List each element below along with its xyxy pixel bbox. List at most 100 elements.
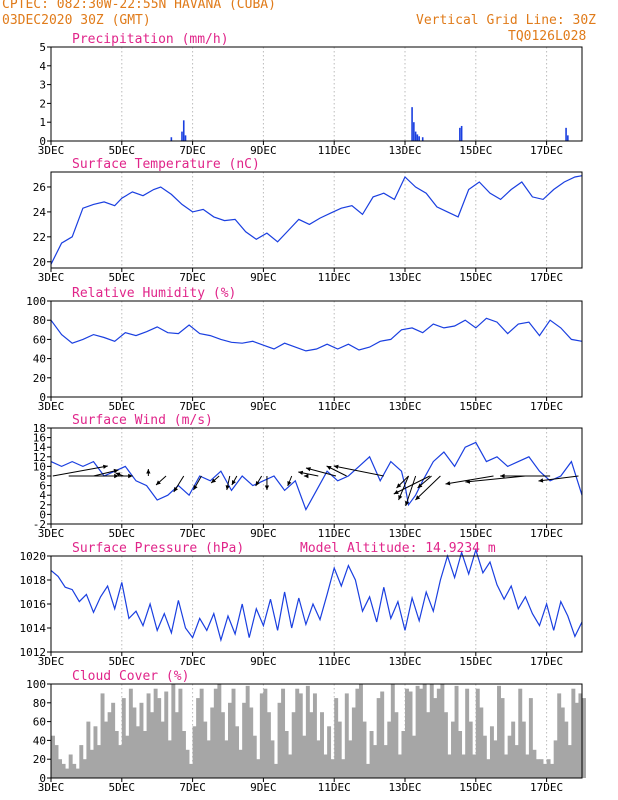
panel-4-x-tick-label: 15DEC <box>459 527 492 540</box>
panel-4-y-tick-label: 0 <box>39 508 46 521</box>
panel-6-cloud-bar <box>387 721 392 778</box>
panel-6-x-tick-label: 5DEC <box>109 781 136 794</box>
panel-4-wind-arrowhead <box>500 473 505 479</box>
panel-6-cloud-bar <box>557 693 562 778</box>
panel-6-y-tick-label: 20 <box>33 753 46 766</box>
panel-5-y-tick-label: 1020 <box>20 550 47 563</box>
panel-6-cloud-bar <box>189 763 193 778</box>
panel-3-frame <box>50 300 583 398</box>
panel-4-y-tick-label: -2 <box>33 518 46 531</box>
panel-4-x-tick-label: 9DEC <box>250 527 277 540</box>
panel-4-wind-arrowhead <box>303 473 309 479</box>
panel-3-y-tick-label: 100 <box>26 295 46 308</box>
panel-6-cloud-bar <box>486 759 491 778</box>
panel-6-x-tick-label: 15DEC <box>459 781 492 794</box>
panel-6-cloud-bar <box>334 698 339 778</box>
panel-6-cloud-bar <box>320 712 324 778</box>
panel-1-bar <box>411 107 413 141</box>
panel-4-wind-arrow <box>52 465 108 477</box>
panel-6-cloud-bar <box>196 698 201 778</box>
panel-6-cloud-bar <box>366 763 370 778</box>
panel-3-x-tick-label: 9DEC <box>250 400 277 413</box>
panel-6-cloud-bar <box>451 721 455 778</box>
panel-4-wind-arrowhead <box>146 469 151 474</box>
panel-6-cloud-bar <box>252 735 257 778</box>
panel-2-y-tick-label: 20 <box>33 256 46 269</box>
panel-3-title: Relative Humidity (%) <box>72 286 236 301</box>
panel-1-bar <box>413 122 415 141</box>
panel-4-y-tick-label: 18 <box>33 422 46 435</box>
panel-6-cloud-bar <box>443 712 448 778</box>
panel-4-wind-arrowhead <box>255 481 260 486</box>
panel-6-cloud-bar <box>309 712 314 778</box>
panel-6-cloud-bar <box>528 698 533 778</box>
panel-6-cloud-bar <box>185 749 190 778</box>
panel-6-cloud-bar <box>143 731 147 778</box>
panel-6-cloud-bar <box>433 698 438 778</box>
panel-4-wind-arrowhead <box>128 473 133 479</box>
panel-6-cloud-bar <box>397 754 402 778</box>
panel-2-series-line <box>50 175 583 265</box>
panel-6-cloud-bar <box>408 691 413 778</box>
panel-6-x-tick-label: 11DEC <box>318 781 351 794</box>
panel-4-wind-arrow <box>415 475 441 501</box>
panel-6-cloud-bar <box>348 740 353 778</box>
panel-5-y-tick-label: 1014 <box>20 622 47 635</box>
panel-6-x-tick-label: 7DEC <box>179 781 206 794</box>
panel-6-cloud-bar <box>553 740 558 778</box>
panel-2-x-tick-label: 13DEC <box>388 271 421 284</box>
panel-4-y-tick-label: 8 <box>39 470 46 483</box>
panel-2-y-tick-label: 24 <box>33 206 47 219</box>
panel-6-cloud-bar <box>405 688 409 778</box>
panel-6-cloud-bar <box>302 735 307 778</box>
panel-6-cloud-bar <box>497 685 501 778</box>
panel-4-x-tick-label: 7DEC <box>179 527 206 540</box>
panel-4-wind-arrowhead <box>396 483 402 488</box>
panel-5-x-tick-label: 5DEC <box>109 655 136 668</box>
panel-4-wind-arrow <box>393 475 431 495</box>
panel-3-x-tick-label: 3DEC <box>38 400 65 413</box>
panel-4-wind-arrowhead <box>445 481 451 486</box>
panel-6-cloud-bar <box>65 768 70 778</box>
panel-2-y-tick-label: 26 <box>33 181 46 194</box>
panel-6-cloud-bar <box>111 702 116 778</box>
panel-6-cloud-bar <box>539 759 544 778</box>
panel-5-annotation: Model Altitude: 14.9234 m <box>300 541 496 556</box>
panel-6-cloud-bar <box>419 688 424 778</box>
panel-3-x-tick-label: 11DEC <box>318 400 351 413</box>
panel-1-bar <box>182 120 185 141</box>
panel-6-cloud-bar <box>135 726 140 778</box>
panel-6-cloud-bar <box>479 707 484 778</box>
panel-4-wind-arrowhead <box>393 490 399 494</box>
panel-4-wind-arrowhead <box>113 468 119 474</box>
panel-1-x-tick-label: 3DEC <box>38 144 65 157</box>
panel-5-x-tick-label: 17DEC <box>530 655 563 668</box>
panel-6-frame <box>50 683 583 779</box>
header-code: TQ0126L028 <box>508 29 587 44</box>
panel-6-cloud-bar <box>369 731 374 778</box>
panel-1-y-tick-label: 3 <box>39 79 46 92</box>
panel-6-cloud-bar <box>351 707 356 778</box>
panel-6-cloud-bar <box>125 735 130 778</box>
panel-3-x-tick-label: 7DEC <box>179 400 206 413</box>
panel-6-cloud-bar <box>429 684 434 778</box>
panel-6-cloud-bar <box>263 688 268 778</box>
panel-6-cloud-bar <box>132 707 137 778</box>
panel-6-cloud-bar <box>305 685 310 778</box>
header-vertical-grid: Vertical Grid Line: 30Z <box>416 13 597 28</box>
panel-4-x-tick-label: 3DEC <box>38 527 65 540</box>
panel-4-wind-arrowhead <box>305 467 311 472</box>
panel-6-cloud-bar <box>447 754 452 778</box>
panel-6-cloud-bar <box>514 745 519 778</box>
panel-5-x-tick-label: 11DEC <box>318 655 351 668</box>
panel-4-wind-arrowhead <box>415 495 421 500</box>
panel-5-x-tick-label: 13DEC <box>388 655 421 668</box>
panel-4-wind-arrow <box>333 465 384 477</box>
panel-1-bar <box>567 135 569 141</box>
panel-4-y-tick-label: 4 <box>39 489 46 502</box>
panel-4-wind-arrowhead <box>225 485 230 490</box>
panel-5-x-tick-label: 7DEC <box>179 655 206 668</box>
panel-6-cloud-bar <box>436 688 441 778</box>
panel-4-series-line <box>50 441 583 512</box>
